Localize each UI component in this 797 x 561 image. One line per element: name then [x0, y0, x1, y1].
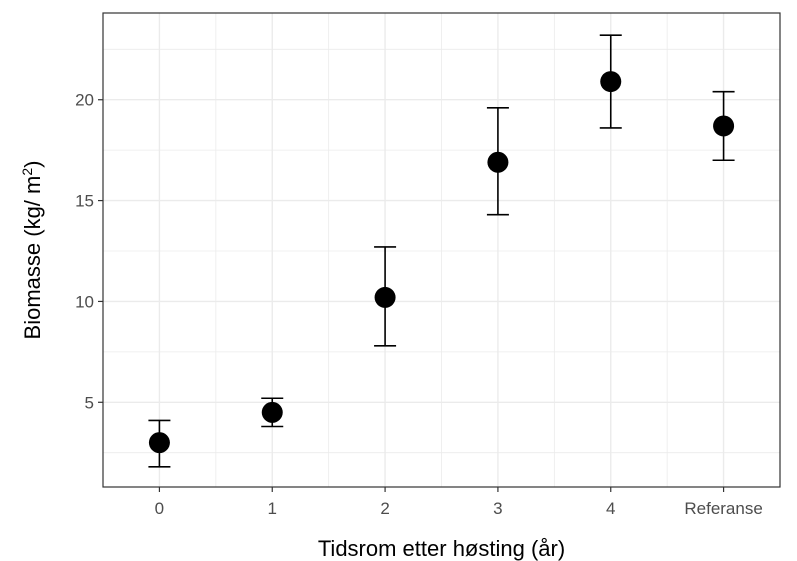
y-axis-title-main: Biomasse (kg/ m [20, 176, 45, 340]
y-axis-title-close: ) [20, 161, 45, 168]
x-tick-label: 3 [493, 499, 502, 518]
minor-gridlines [103, 13, 780, 487]
data-point [261, 401, 283, 423]
panel-border [102, 12, 781, 488]
y-axis-title-superscript: 2 [19, 168, 35, 176]
y-axis-title: Biomasse (kg/ m2) [19, 161, 45, 340]
y-axis-ticks: 5 10 15 20 [75, 91, 103, 412]
data-point [487, 151, 509, 173]
x-axis-ticks: 0 1 2 3 4 Referanse [155, 487, 763, 518]
data-point [600, 71, 622, 93]
data-point [374, 286, 396, 308]
x-tick-label: 1 [268, 499, 277, 518]
data-point [148, 432, 170, 454]
x-tick-label: 2 [380, 499, 389, 518]
x-axis-title: Tidsrom etter høsting (år) [318, 536, 565, 561]
data-points [148, 71, 735, 454]
x-tick-label: 0 [155, 499, 164, 518]
y-tick-label: 10 [75, 292, 94, 311]
y-tick-label: 20 [75, 91, 94, 110]
data-point [713, 115, 735, 137]
x-tick-label: Referanse [684, 499, 762, 518]
y-tick-label: 15 [75, 192, 94, 211]
x-tick-label: 4 [606, 499, 615, 518]
y-tick-label: 5 [85, 393, 94, 412]
